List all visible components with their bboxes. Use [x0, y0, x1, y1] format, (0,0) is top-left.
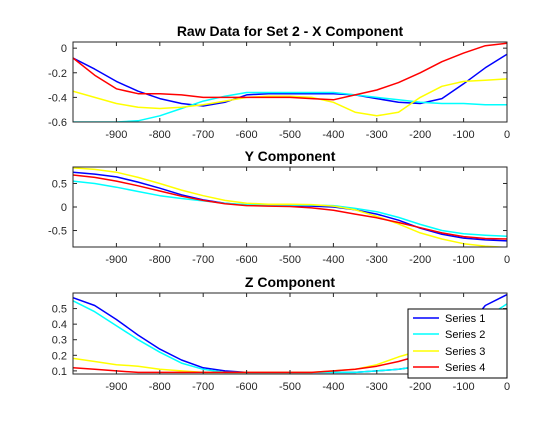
z-component-ytick-label: 0.1 [52, 366, 67, 378]
y-component-xtick-label: -200 [409, 254, 431, 266]
y-component-ytick-label: -0.5 [48, 226, 67, 238]
y-component-series-3-line [73, 167, 507, 247]
x-component-xtick-label: -600 [236, 129, 258, 141]
x-component-xtick-label: -200 [409, 129, 431, 141]
legend-label-series-2: Series 2 [445, 329, 485, 341]
y-component-ytick-label: 0 [61, 202, 67, 214]
z-component-title: Z Component [245, 274, 336, 290]
z-component-xtick-label: -200 [409, 381, 431, 393]
z-component-ytick-label: 0.5 [52, 304, 67, 316]
y-component-xtick-label: -700 [192, 254, 214, 266]
x-component-xtick-label: -400 [322, 129, 344, 141]
y-component-ytick-label: 0.5 [52, 178, 67, 190]
z-component-xtick-label: 0 [504, 381, 510, 393]
y-component-title: Y Component [245, 148, 336, 164]
y-component-xtick-label: -300 [366, 254, 388, 266]
y-component-series-4-line [73, 174, 507, 240]
x-component-series-2-line [73, 91, 507, 122]
x-component-xtick-label: -700 [192, 129, 214, 141]
x-component-series-4-line [73, 42, 507, 101]
x-component-ytick-label: -0.2 [48, 68, 67, 80]
y-component-xtick-label: -600 [236, 254, 258, 266]
z-component-xtick-label: -700 [192, 381, 214, 393]
x-component-series-3-line [73, 78, 507, 117]
z-component-xtick-label: -600 [236, 381, 258, 393]
x-component-xtick-label: -500 [279, 129, 301, 141]
z-component-xtick-label: -500 [279, 381, 301, 393]
y-component-xtick-label: -500 [279, 254, 301, 266]
y-component-xtick-label: -800 [149, 254, 171, 266]
x-component-ytick-label: 0 [61, 43, 67, 55]
x-component-xtick-label: -900 [105, 129, 127, 141]
legend-label-series-1: Series 1 [445, 313, 485, 325]
z-component-ytick-label: 0.3 [52, 335, 67, 347]
x-component-xtick-label: -300 [366, 129, 388, 141]
x-component-ytick-label: -0.6 [48, 117, 67, 129]
z-component-ytick-label: 0.4 [52, 319, 67, 331]
z-component-xtick-label: -100 [453, 381, 475, 393]
x-component-xtick-label: 0 [504, 129, 510, 141]
legend-label-series-3: Series 3 [445, 346, 485, 358]
z-component-xtick-label: -400 [322, 381, 344, 393]
z-component-xtick-label: -300 [366, 381, 388, 393]
z-component-ytick-label: 0.2 [52, 350, 67, 362]
y-component-xtick-label: -100 [453, 254, 475, 266]
z-component-axes: Z Component -900 -800 -700 -600 -500 -400 -300… [52, 274, 510, 393]
x-component-xtick-label: -100 [453, 129, 475, 141]
y-component-series-2-line [73, 180, 507, 237]
z-component-xtick-label: -800 [149, 381, 171, 393]
z-component-xtick-label: -900 [105, 381, 127, 393]
legend: Series 1 Series 2 Series 3 Series 4 [407, 308, 508, 379]
x-component-title: Raw Data for Set 2 - X Component [177, 23, 404, 39]
y-component-axes: Y Component -900 -800 -700 -600 -500 -400 -300… [48, 148, 510, 266]
y-component-xtick-label: -900 [105, 254, 127, 266]
y-component-xtick-label: 0 [504, 254, 510, 266]
y-component-xtick-label: -400 [322, 254, 344, 266]
x-component-axes: Raw Data for Set 2 - X Component -900 -80… [48, 23, 510, 141]
x-component-ytick-label: -0.4 [48, 92, 67, 104]
legend-label-series-4: Series 4 [445, 362, 485, 374]
x-component-xtick-label: -800 [149, 129, 171, 141]
